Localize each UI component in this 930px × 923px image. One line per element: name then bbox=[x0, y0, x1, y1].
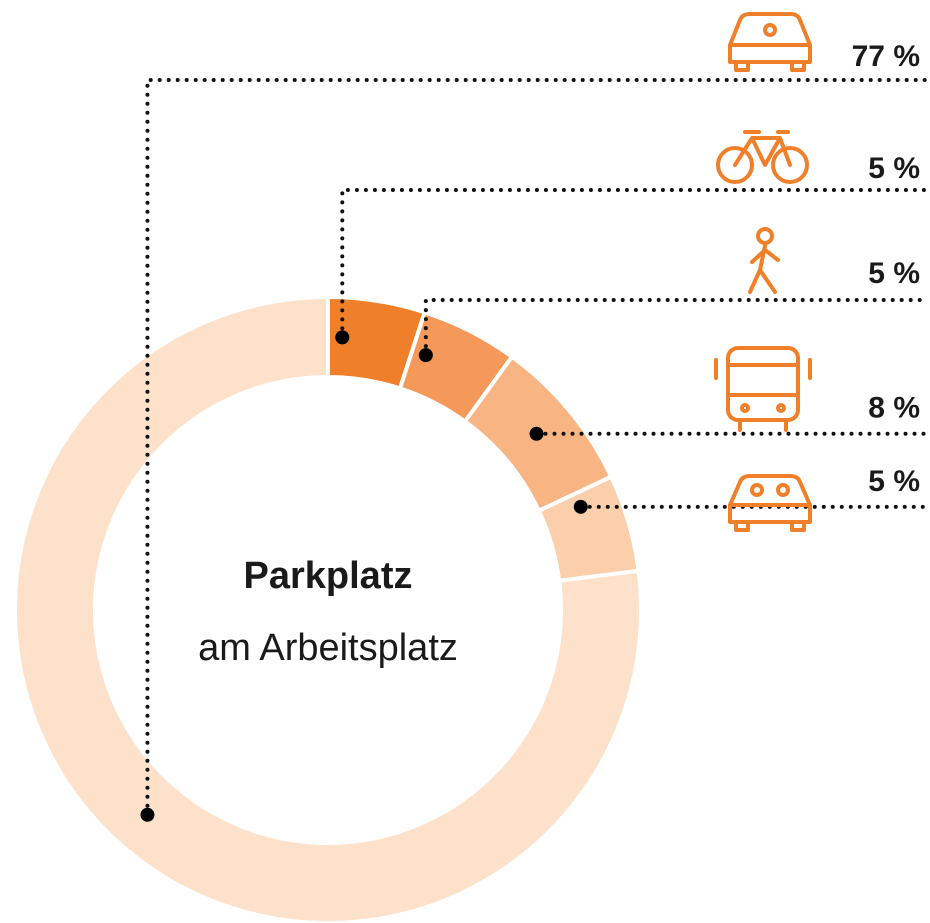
carpool-icon bbox=[728, 474, 812, 532]
value-label: 5 % bbox=[868, 465, 920, 498]
value-label: 77 % bbox=[852, 40, 920, 73]
value-label: 5 % bbox=[868, 257, 920, 290]
center-subtitle: am Arbeitsplatz bbox=[198, 627, 458, 669]
leader-dot bbox=[573, 499, 588, 514]
value-label: 5 % bbox=[868, 152, 920, 185]
car-icon bbox=[728, 12, 812, 72]
slices bbox=[13, 294, 643, 923]
value-label: 8 % bbox=[868, 392, 920, 425]
leader-dot bbox=[529, 426, 544, 441]
leader-dot bbox=[418, 348, 433, 363]
center-title: Parkplatz bbox=[244, 555, 413, 597]
walk-icon bbox=[748, 227, 780, 294]
leader-line bbox=[145, 78, 927, 817]
leader-dot bbox=[140, 807, 155, 822]
leaders: 5 % 5 % 8 % 5 % 77 % bbox=[140, 40, 927, 822]
bus-icon bbox=[714, 346, 812, 432]
bike-icon bbox=[716, 130, 809, 184]
slice bbox=[13, 294, 643, 923]
leader-dot bbox=[335, 330, 350, 345]
leader-line bbox=[423, 298, 927, 358]
